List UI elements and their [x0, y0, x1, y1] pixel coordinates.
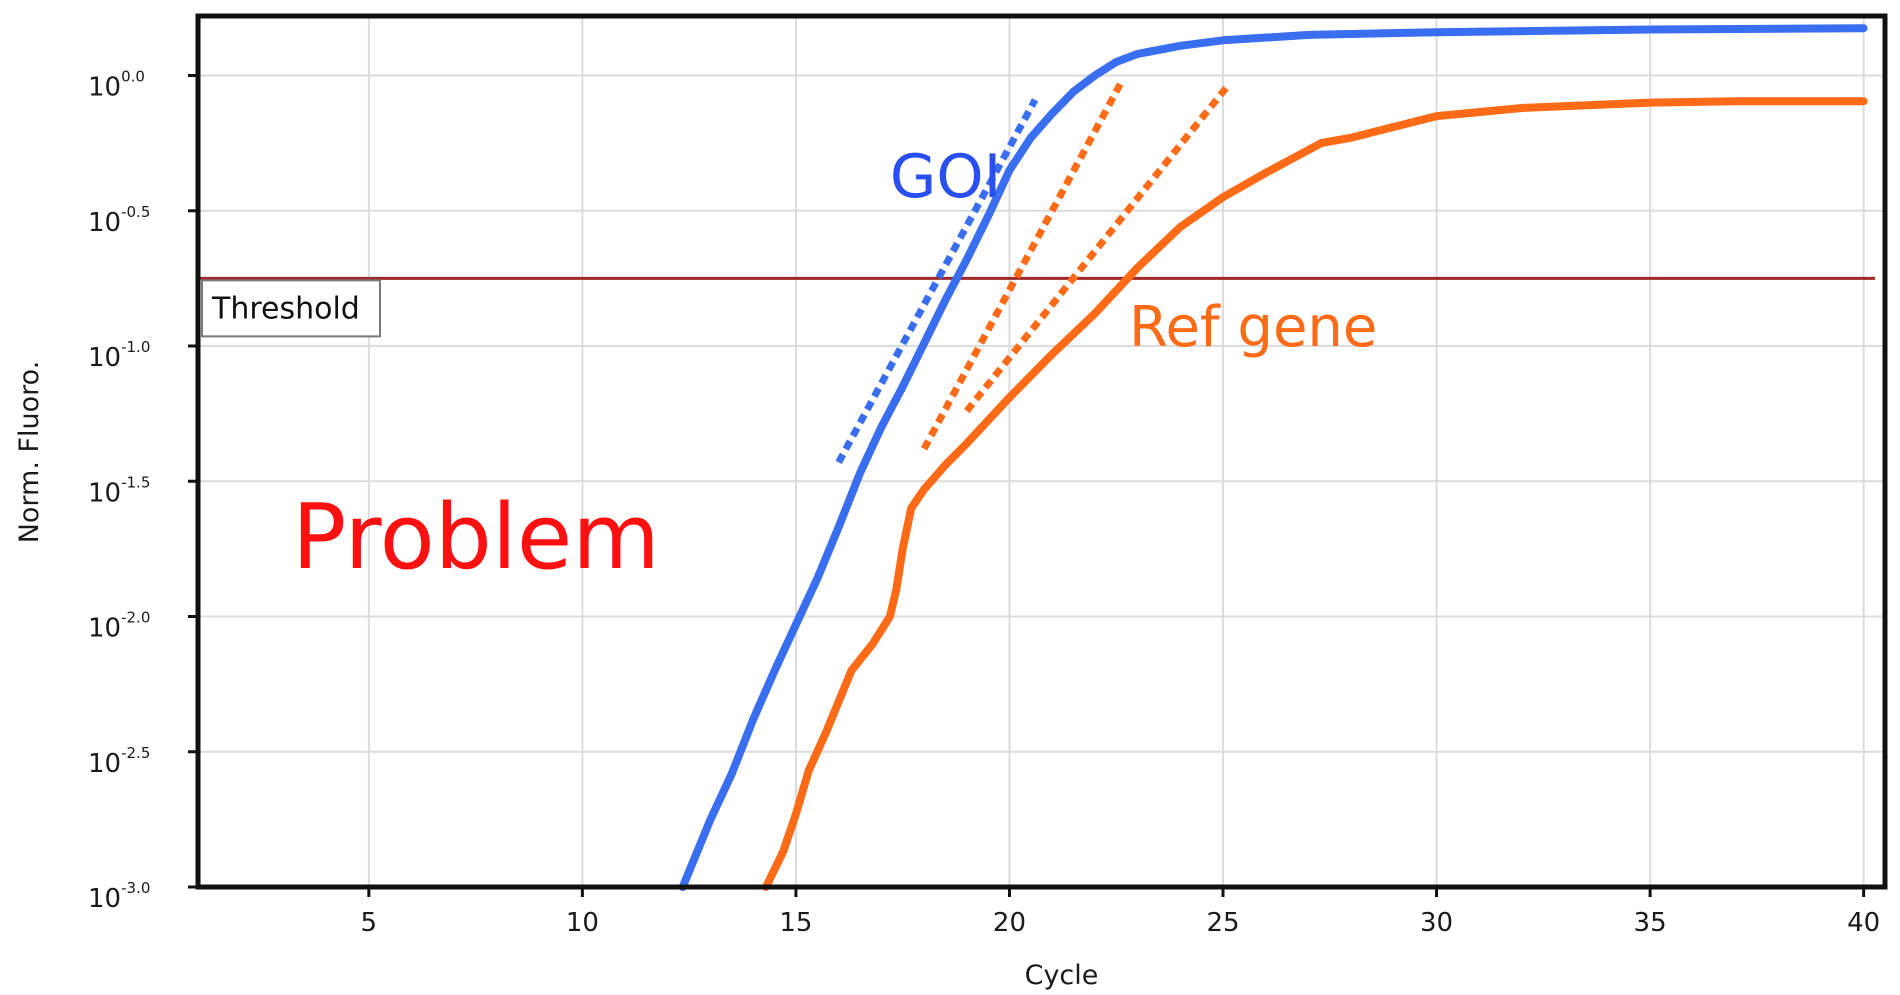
- annotations: GOI Ref gene Problem: [292, 142, 1377, 590]
- threshold-label: Threshold: [211, 291, 360, 326]
- series-lines: [678, 24, 1868, 891]
- y-tick-label: 10-2.0: [88, 609, 150, 644]
- x-tick-label: 5: [361, 908, 378, 938]
- plot-frame: [195, 13, 1888, 890]
- x-tick-label: 15: [779, 908, 812, 938]
- slope-guide-2: [920, 81, 1124, 451]
- goi-annotation: GOI: [890, 142, 1001, 212]
- x-axis-ticks: 5 10 15 20 25 30 35 40: [361, 887, 1880, 938]
- slope-guide-3: [964, 84, 1231, 414]
- y-tick-label: 100.0: [88, 68, 145, 103]
- threshold-layer: Threshold: [198, 276, 1875, 338]
- y-tick-label: 10-3.0: [88, 879, 150, 914]
- x-tick-label: 10: [566, 908, 599, 938]
- x-axis-title: Cycle: [1025, 960, 1099, 991]
- x-tick-label: 25: [1206, 908, 1239, 938]
- threshold-label-box: [201, 279, 381, 338]
- y-tick-label: 10-1.5: [88, 473, 150, 508]
- y-axis-title: Norm. Fluoro.: [14, 361, 45, 544]
- slope-guide-1: [835, 98, 1039, 464]
- y-tick-label: 10-1.0: [88, 338, 150, 373]
- y-tick-label: 10-0.5: [88, 203, 150, 238]
- x-tick-label: 30: [1420, 908, 1453, 938]
- x-tick-label: 35: [1634, 908, 1667, 938]
- slope-guides: [835, 81, 1231, 464]
- y-axis-ticks: 100.0 10-0.5 10-1.0 10-1.5 10-2.0 10-2.5 10-3.…: [88, 68, 198, 914]
- problem-annotation: Problem: [292, 485, 660, 590]
- y-tick-label: 10-2.5: [88, 744, 150, 779]
- series-line-ref-gene[interactable]: [762, 97, 1868, 891]
- x-tick-label: 40: [1847, 908, 1880, 938]
- ref-gene-annotation: Ref gene: [1129, 295, 1377, 360]
- x-tick-label: 20: [993, 908, 1026, 938]
- series-line-goi[interactable]: [678, 24, 1868, 891]
